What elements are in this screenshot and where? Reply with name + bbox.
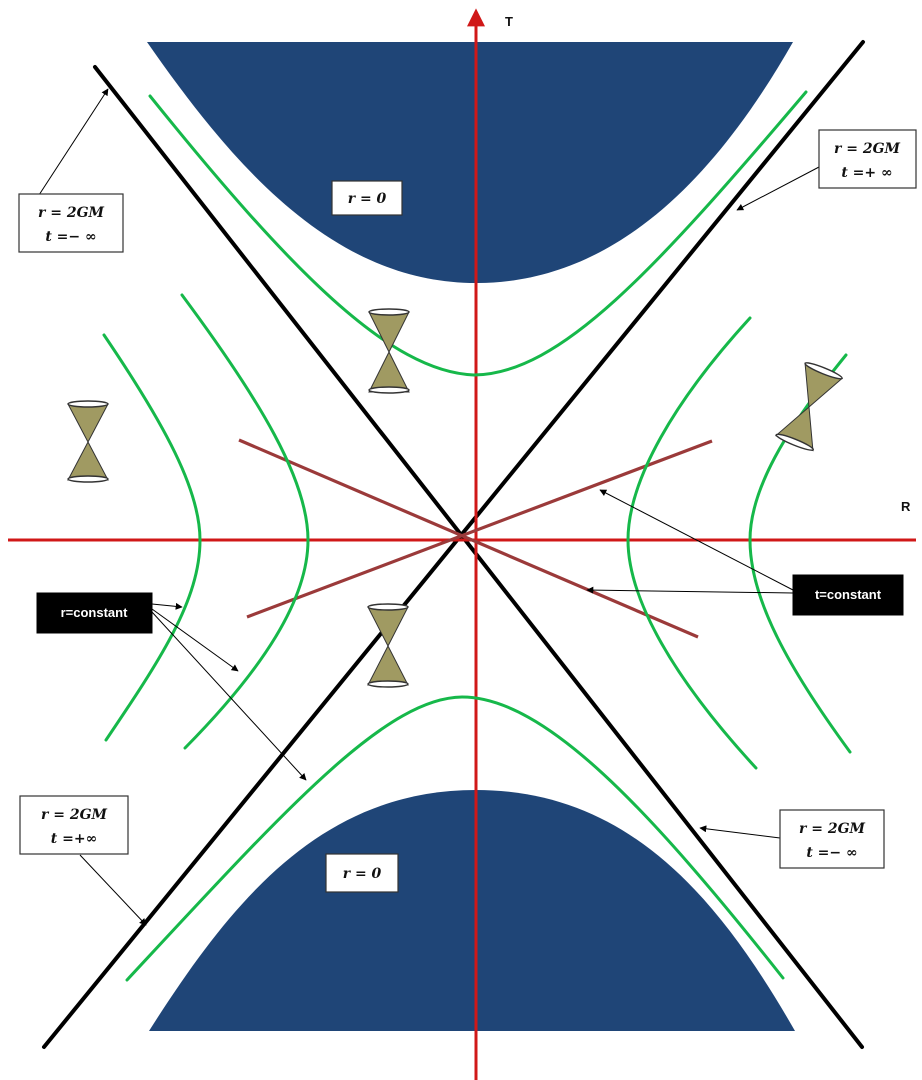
light-cone-icon-right xyxy=(774,362,844,452)
pointer-arrow-top-left xyxy=(38,88,109,196)
horizon-line-descending xyxy=(93,65,864,1049)
svg-text:t =+ ∞: t =+ ∞ xyxy=(841,165,892,181)
svg-text:r = 0: r = 0 xyxy=(348,191,387,207)
pointer-arrow-r-constant-3 xyxy=(151,611,307,781)
horizon-label-top-right: r = 2GM t =+ ∞ xyxy=(818,129,917,189)
singularity-label-top: r = 0 xyxy=(331,180,403,216)
pointer-arrow-t-constant-2 xyxy=(586,586,794,594)
r-axis-label: R xyxy=(901,499,911,514)
svg-text:r = 2GM: r = 2GM xyxy=(799,821,866,837)
svg-text:r = 2GM: r = 2GM xyxy=(834,141,901,157)
light-cone-icon-lower-center xyxy=(367,603,409,688)
pointer-arrow-top-right xyxy=(736,166,820,211)
pointer-arrow-r-constant-1 xyxy=(151,602,183,610)
horizon-line-ascending xyxy=(42,40,865,1049)
singularity-region-top xyxy=(147,42,793,284)
singularity-region-bottom xyxy=(149,790,795,1031)
t-axis-label: T xyxy=(505,14,513,29)
svg-text:t =− ∞: t =− ∞ xyxy=(806,845,857,861)
horizon-label-bottom-left: r = 2GM t =+∞ xyxy=(19,795,129,855)
svg-text:r = 0: r = 0 xyxy=(343,866,382,882)
horizon-label-top-left: r = 2GM t =− ∞ xyxy=(18,193,124,253)
r-constant-label: r=constant xyxy=(36,592,153,634)
svg-text:t =+∞: t =+∞ xyxy=(51,831,97,847)
svg-text:t =− ∞: t =− ∞ xyxy=(45,229,96,245)
r-constant-curve-left-inner xyxy=(180,293,310,750)
svg-text:r=constant: r=constant xyxy=(61,605,128,620)
pointer-arrow-r-constant-2 xyxy=(151,608,239,672)
singularity-label-bottom: r = 0 xyxy=(325,853,399,893)
r-constant-curve-bottom xyxy=(125,695,785,982)
svg-text:r = 2GM: r = 2GM xyxy=(38,205,105,221)
r-constant-curve-left-outer xyxy=(102,333,202,742)
pointer-arrow-bottom-right xyxy=(699,825,781,839)
horizon-label-bottom-right: r = 2GM t =− ∞ xyxy=(779,809,885,869)
svg-text:t=constant: t=constant xyxy=(815,587,882,602)
t-constant-label: t=constant xyxy=(792,574,904,616)
r-constant-curve-right-inner xyxy=(626,316,758,770)
r-constant-curve-top xyxy=(148,90,808,377)
pointer-arrow-t-constant-1 xyxy=(599,489,794,591)
t-constant-line-1 xyxy=(238,438,699,639)
pointer-arrow-bottom-left xyxy=(79,854,147,926)
svg-text:r = 2GM: r = 2GM xyxy=(41,807,108,823)
light-cone-icon-upper-center xyxy=(368,308,410,394)
t-constant-line-2 xyxy=(246,439,713,619)
light-cone-icon-left xyxy=(67,400,109,483)
